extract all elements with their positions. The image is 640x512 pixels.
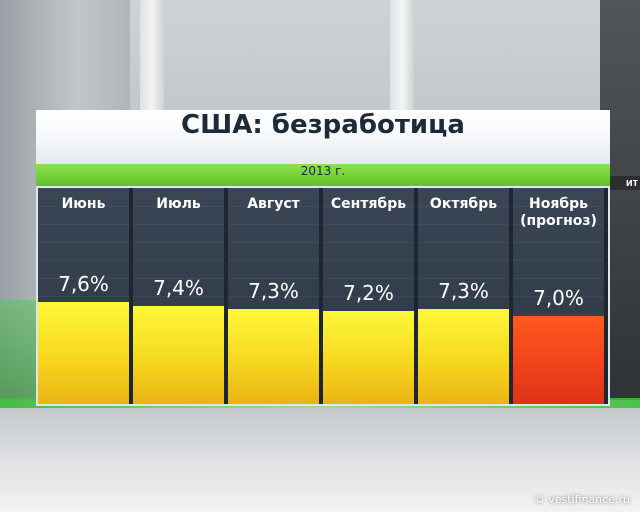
value-bar — [133, 306, 224, 404]
data-label: 7,4% — [153, 276, 204, 301]
chart-column: Ноябрь (прогноз) 7,0% — [513, 188, 604, 404]
value-bar — [418, 308, 509, 404]
data-label: 7,3% — [248, 278, 299, 303]
forecast-bar — [513, 316, 604, 404]
category-label: Октябрь — [429, 196, 498, 212]
value-bar — [228, 308, 319, 404]
category-label: Июль — [156, 196, 201, 212]
data-label: 7,2% — [343, 281, 394, 306]
data-label: 7,0% — [533, 286, 584, 310]
chart-column: Август 7,3% — [228, 188, 319, 404]
source-credit: © vestifinance.ru — [533, 493, 630, 506]
category-label: Сентябрь — [330, 196, 407, 212]
value-bar — [38, 301, 129, 404]
data-label: 7,3% — [438, 278, 489, 303]
data-label: 7,6% — [58, 271, 109, 296]
chart-board: США: безработица 2013 г. Июнь 7,6% Июль 7,4… — [36, 110, 610, 406]
chart-column: Июль 7,4% — [133, 188, 224, 404]
chart-columns: Июнь 7,6% Июль 7,4% Август 7,3% Сентябрь 7,2% Ок… — [38, 188, 608, 404]
chart-column: Сентябрь 7,2% — [323, 188, 414, 404]
category-label: Ноябрь (прогноз) — [520, 196, 597, 229]
studio-floor — [0, 408, 640, 512]
chart-column: Июнь 7,6% — [38, 188, 129, 404]
chart-title: США: безработица — [36, 110, 610, 164]
category-label: Июнь — [61, 196, 106, 212]
green-glass-panel — [0, 300, 36, 400]
chart-column: Октябрь 7,3% — [418, 188, 509, 404]
chart-subtitle-year: 2013 г. — [36, 164, 610, 186]
category-label: Август — [247, 196, 300, 212]
channel-logo-fragment: ит — [602, 176, 640, 190]
value-bar — [323, 311, 414, 404]
